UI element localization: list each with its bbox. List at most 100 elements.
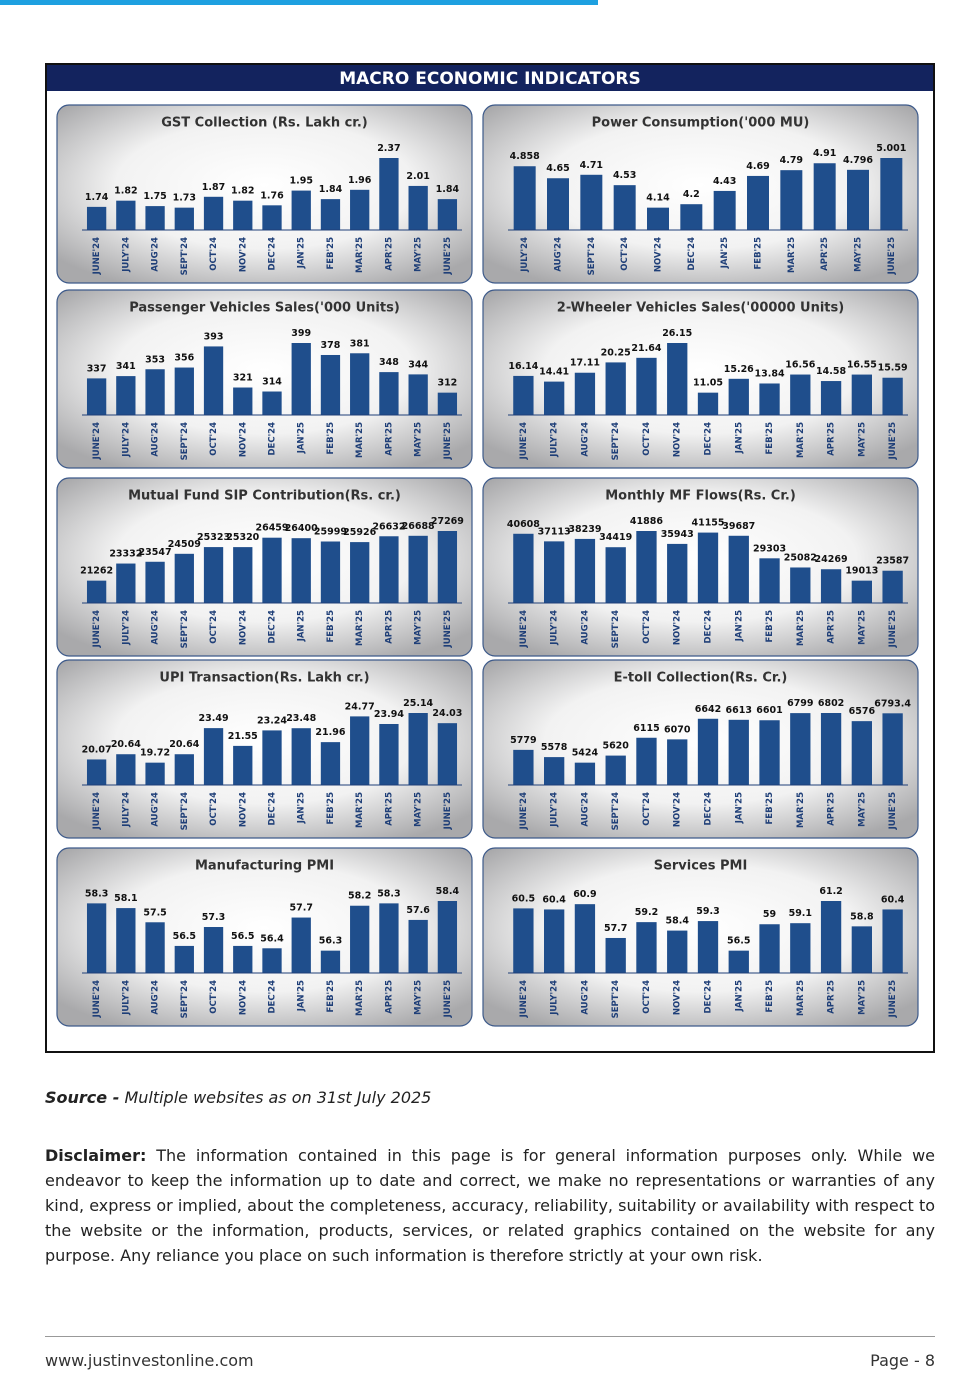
value-label: 34419 bbox=[599, 532, 632, 543]
header-bar bbox=[47, 65, 933, 91]
value-label: 29303 bbox=[753, 543, 786, 554]
value-label: 26688 bbox=[402, 521, 435, 532]
value-label: 59 bbox=[763, 909, 776, 920]
x-tick-label: JULY'24 bbox=[550, 792, 560, 828]
bar bbox=[580, 174, 603, 230]
bar bbox=[680, 204, 703, 230]
bar bbox=[379, 536, 399, 603]
bar bbox=[262, 537, 282, 603]
x-tick-label: OCT'24 bbox=[642, 980, 652, 1014]
x-tick-label: AUG'24 bbox=[580, 422, 590, 457]
value-label: 25926 bbox=[343, 527, 376, 538]
bar bbox=[203, 927, 224, 973]
bar bbox=[116, 200, 136, 230]
bar bbox=[544, 541, 565, 603]
x-tick-label: DEC'24 bbox=[704, 792, 714, 826]
x-tick-label: JUNE'25 bbox=[443, 422, 453, 461]
x-tick-label: JAN'25 bbox=[297, 610, 307, 642]
value-label: 23587 bbox=[876, 556, 909, 567]
disclaimer: Disclaimer: The information contained in… bbox=[45, 1143, 935, 1268]
value-label: 1.75 bbox=[143, 191, 166, 202]
value-label: 5620 bbox=[602, 741, 629, 752]
x-tick-label: DEC'24 bbox=[268, 422, 278, 456]
bar bbox=[574, 904, 596, 973]
x-tick-label: MAY'25 bbox=[414, 792, 424, 827]
x-tick-label: JUNE'25 bbox=[888, 792, 898, 831]
bar bbox=[728, 950, 749, 973]
x-tick-label: MAR'25 bbox=[355, 792, 365, 828]
bar bbox=[728, 719, 749, 785]
bar bbox=[574, 538, 596, 603]
x-tick-label: JULY'24 bbox=[550, 422, 560, 458]
value-label: 4.79 bbox=[780, 155, 803, 166]
bar bbox=[513, 166, 536, 230]
value-label: 4.53 bbox=[613, 170, 636, 181]
value-label: 26.15 bbox=[662, 328, 692, 339]
value-label: 5424 bbox=[572, 748, 599, 759]
value-label: 1.95 bbox=[290, 176, 313, 187]
value-label: 56.4 bbox=[260, 933, 284, 944]
value-label: 24509 bbox=[168, 539, 201, 550]
bar bbox=[379, 903, 399, 973]
bar bbox=[174, 207, 194, 230]
x-tick-label: JUNE'24 bbox=[519, 422, 529, 461]
value-label: 5.001 bbox=[876, 143, 906, 154]
x-tick-label: JUNE'25 bbox=[887, 237, 897, 276]
x-tick-label: NOV'24 bbox=[238, 980, 248, 1015]
disclaimer-label: Disclaimer: bbox=[45, 1146, 147, 1165]
value-label: 23.94 bbox=[374, 709, 404, 720]
bar bbox=[820, 713, 842, 785]
bar bbox=[320, 199, 341, 230]
chart-title: Manufacturing PMI bbox=[195, 859, 334, 874]
value-label: 58.4 bbox=[436, 886, 460, 897]
value-label: 337 bbox=[87, 363, 107, 374]
x-tick-label: NOV'24 bbox=[238, 610, 248, 645]
value-label: 4.14 bbox=[646, 193, 670, 204]
bar bbox=[437, 723, 458, 785]
value-label: 15.59 bbox=[878, 363, 908, 374]
x-tick-label: JAN'25 bbox=[720, 237, 730, 269]
bar bbox=[667, 930, 688, 973]
top-bar bbox=[0, 0, 598, 5]
value-label: 6802 bbox=[818, 698, 844, 709]
bar bbox=[544, 757, 565, 785]
x-tick-label: FEB'25 bbox=[765, 422, 775, 455]
x-tick-label: AUG'24 bbox=[151, 237, 161, 272]
value-label: 58.3 bbox=[85, 888, 108, 899]
bar bbox=[86, 759, 107, 785]
x-tick-label: MAR'25 bbox=[796, 980, 806, 1016]
value-label: 35943 bbox=[661, 529, 694, 540]
value-label: 4.43 bbox=[713, 176, 736, 187]
x-tick-label: MAY'25 bbox=[857, 610, 867, 645]
bar bbox=[513, 533, 534, 603]
bar bbox=[233, 547, 253, 603]
x-tick-label: OCT'24 bbox=[642, 792, 652, 826]
x-tick-label: DEC'24 bbox=[687, 237, 697, 271]
bar bbox=[513, 375, 534, 415]
bar bbox=[636, 922, 657, 973]
bar bbox=[513, 908, 534, 973]
bar bbox=[408, 535, 428, 603]
value-label: 39687 bbox=[722, 521, 755, 532]
chart-title: 2-Wheeler Vehicles Sales('00000 Units) bbox=[557, 301, 844, 316]
value-label: 25323 bbox=[197, 532, 230, 543]
panel bbox=[482, 289, 919, 469]
bar bbox=[291, 728, 311, 785]
bar bbox=[759, 383, 780, 415]
value-label: 2.01 bbox=[406, 171, 429, 182]
bar bbox=[880, 158, 903, 230]
value-label: 344 bbox=[408, 359, 428, 370]
bar bbox=[851, 580, 872, 603]
x-tick-label: OCT'24 bbox=[209, 610, 219, 644]
value-label: 19013 bbox=[845, 566, 878, 577]
bar bbox=[174, 367, 194, 415]
x-tick-label: OCT'24 bbox=[642, 610, 652, 644]
bar bbox=[408, 185, 428, 230]
x-tick-label: FEB'25 bbox=[754, 237, 764, 270]
chart-title: Mutual Fund SIP Contribution(Rs. cr.) bbox=[128, 489, 401, 504]
x-tick-label: AUG'24 bbox=[554, 237, 564, 272]
x-tick-label: MAR'25 bbox=[796, 422, 806, 458]
bar bbox=[145, 922, 165, 973]
bar bbox=[697, 392, 719, 415]
x-tick-label: MAY'25 bbox=[414, 980, 424, 1015]
